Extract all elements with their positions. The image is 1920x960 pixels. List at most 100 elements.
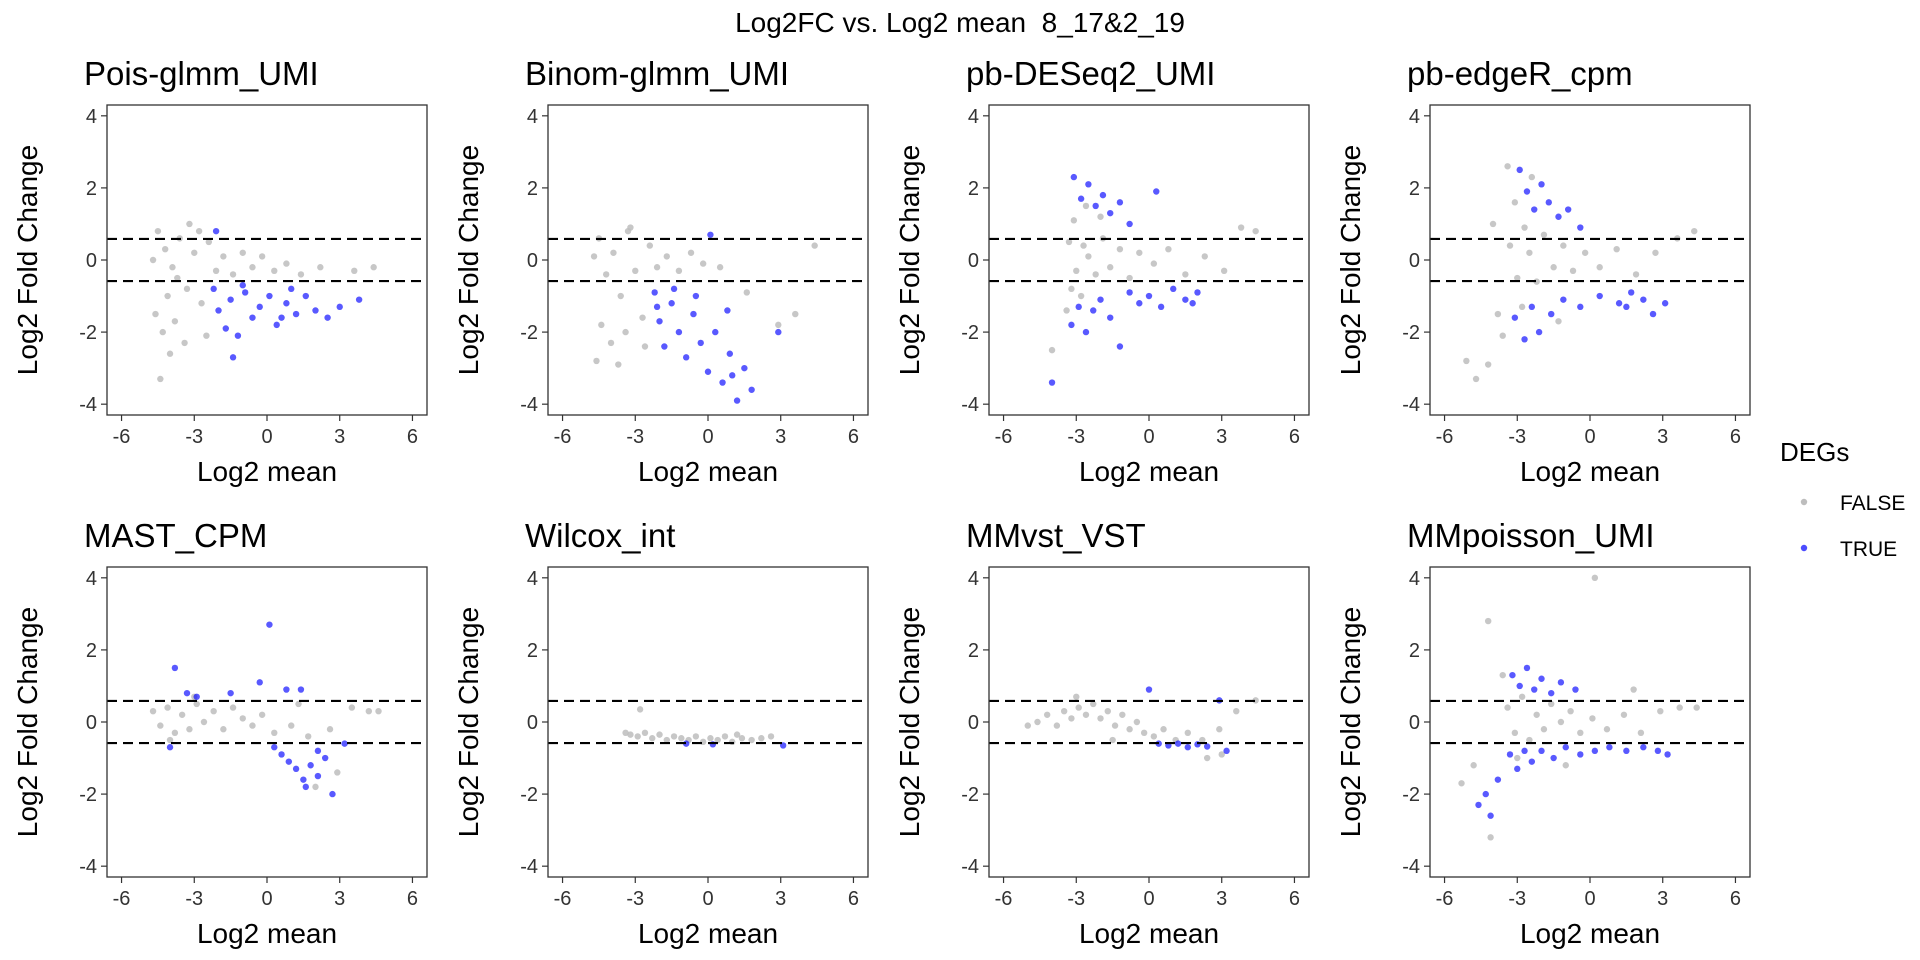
panel-1: Binom-glmm_UMI Log2 Fold Change Log2 mean 4… — [453, 55, 869, 487]
point-false — [1577, 729, 1584, 737]
point-false — [607, 339, 615, 347]
point-false — [1218, 751, 1225, 758]
point-false — [1499, 671, 1506, 679]
panel-title: Binom-glmm_UMI — [525, 55, 789, 92]
point-true — [229, 354, 237, 361]
y-tick-label: -4 — [961, 856, 979, 878]
point-false — [1116, 245, 1124, 253]
x-tick-label: 3 — [334, 888, 345, 910]
point-false — [1043, 711, 1051, 718]
point-false — [1133, 718, 1141, 726]
point-true — [215, 307, 222, 314]
point-false — [707, 735, 714, 742]
point-true — [1189, 300, 1196, 307]
x-tick-label: 3 — [1216, 426, 1227, 448]
point-true — [1548, 310, 1555, 318]
legend: DEGs FALSE TRUE — [1780, 437, 1905, 561]
point-true — [1545, 199, 1552, 206]
point-false — [1126, 726, 1133, 733]
point-false — [334, 769, 341, 776]
point-false — [1591, 574, 1599, 582]
y-axis-label: Log2 Fold Change — [453, 607, 484, 837]
point-false — [1603, 726, 1611, 733]
point-false — [1136, 249, 1143, 256]
point-true — [1596, 292, 1603, 300]
point-false — [627, 731, 634, 738]
point-true — [1090, 307, 1097, 314]
point-false — [1048, 346, 1056, 354]
point-true — [292, 765, 300, 773]
panel-0: Pois-glmm_UMI Log2 Fold Change Log2 mean 4 2… — [12, 55, 428, 487]
point-true — [1661, 300, 1669, 307]
point-false — [203, 332, 210, 339]
point-false — [1470, 762, 1477, 769]
point-true — [285, 758, 293, 765]
y-tick-label: 0 — [86, 250, 97, 272]
point-false — [1082, 711, 1090, 718]
point-true — [1194, 289, 1201, 296]
x-tick-label: 6 — [407, 888, 418, 910]
x-tick-label: -3 — [1067, 426, 1085, 448]
x-tick-label: 6 — [1730, 426, 1741, 448]
panel-frame — [1429, 566, 1751, 878]
point-true — [1509, 671, 1516, 679]
point-false — [200, 718, 208, 726]
point-false — [1630, 686, 1637, 693]
point-false — [1557, 718, 1565, 726]
point-false — [641, 729, 649, 737]
panel-title: MAST_CPM — [84, 517, 267, 554]
point-true — [266, 621, 273, 628]
point-false — [1540, 726, 1548, 733]
y-axis-label: Log2 Fold Change — [12, 145, 43, 375]
y-tick-label: 0 — [1409, 250, 1420, 272]
point-false — [295, 700, 302, 708]
point-false — [1613, 245, 1620, 253]
point-false — [1077, 292, 1085, 300]
point-false — [1596, 264, 1603, 271]
x-tick-label: 0 — [702, 888, 713, 910]
panel-title: Pois-glmm_UMI — [84, 55, 319, 92]
panel-3: pb-edgeR_cpm Log2 Fold Change Log2 mean 4 2 0… — [1335, 55, 1751, 487]
y-tick-label: 4 — [1409, 568, 1420, 590]
point-false — [1657, 707, 1664, 715]
point-false — [1150, 733, 1158, 740]
point-false — [1165, 245, 1172, 253]
point-true — [1203, 743, 1211, 750]
y-tick-label: -2 — [1402, 322, 1420, 344]
point-true — [1099, 191, 1107, 199]
panel-title: MMpoisson_UMI — [1407, 517, 1655, 554]
point-false — [164, 704, 171, 711]
point-true — [719, 379, 726, 386]
point-false — [1080, 242, 1087, 249]
point-false — [692, 733, 700, 740]
figure-title: Log2FC vs. Log2 mean 8_17&2_19 — [735, 7, 1185, 38]
point-false — [348, 704, 356, 711]
panel-frame — [1429, 104, 1751, 416]
point-false — [1620, 711, 1628, 718]
point-false — [195, 227, 203, 235]
point-true — [712, 328, 719, 336]
point-false — [1184, 729, 1191, 737]
point-false — [634, 733, 641, 740]
point-false — [649, 735, 656, 742]
y-axis-label: Log2 Fold Change — [894, 607, 925, 837]
point-false — [716, 264, 724, 271]
point-true — [1615, 300, 1623, 307]
point-false — [617, 292, 624, 300]
point-false — [174, 274, 181, 282]
point-true — [307, 762, 314, 769]
x-tick-label: 0 — [1584, 888, 1595, 910]
point-false — [186, 726, 193, 733]
point-true — [314, 747, 322, 755]
point-true — [1116, 343, 1124, 350]
point-false — [229, 704, 237, 711]
panels-group: Pois-glmm_UMI Log2 Fold Change Log2 mean 4 2… — [12, 55, 1751, 949]
point-false — [1499, 332, 1506, 339]
point-true — [1623, 303, 1630, 311]
x-tick-label: -6 — [554, 426, 572, 448]
point-true — [1523, 188, 1531, 195]
point-false — [687, 249, 695, 256]
y-tick-label: 0 — [968, 712, 979, 734]
x-tick-label: -3 — [1067, 888, 1085, 910]
panel-frame — [106, 104, 428, 416]
